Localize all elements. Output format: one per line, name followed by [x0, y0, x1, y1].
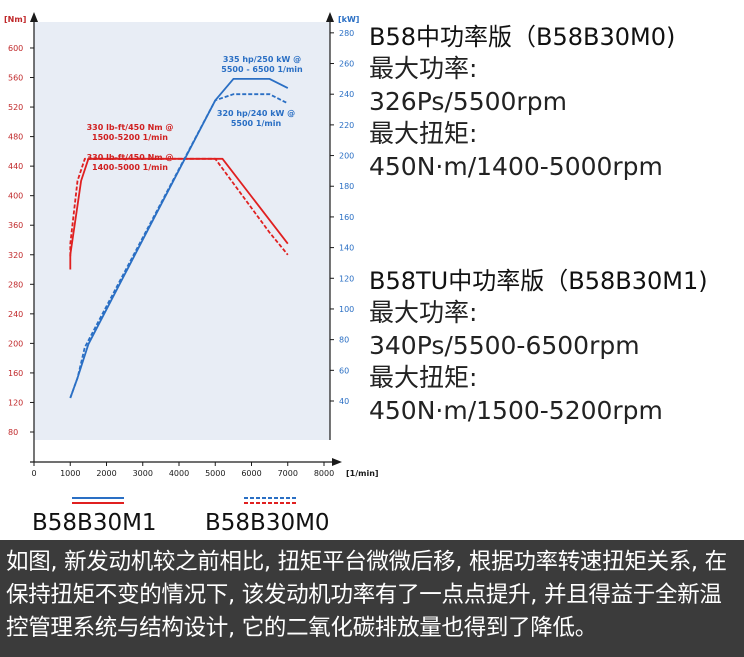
spec-power-label-m1: 最大功率: [369, 298, 478, 328]
spec-power-label-m0: 最大功率: [369, 54, 478, 84]
legend-label-m0: B58B30M0 [205, 510, 330, 536]
legend-label-m1: B58B30M1 [32, 510, 157, 536]
power-tick-label: 180 [339, 182, 354, 191]
torque-tick-label: 280 [8, 280, 23, 289]
torque-tick-label: 520 [8, 103, 23, 112]
annotation-text: 330 lb-ft/450 Nm @ [87, 153, 174, 162]
rpm-tick-label: 1000 [60, 469, 80, 478]
engine-curve-chart: [Nm]801201602002402803203604004404805205… [4, 12, 379, 478]
series-line-torque-b58b30m0 [69, 157, 289, 257]
rpm-tick-label: 2000 [96, 469, 116, 478]
annotation-text: 330 lb-ft/450 Nm @ [87, 123, 174, 132]
annotation-text: 5500 1/min [231, 119, 282, 128]
rpm-tick-label: 8000 [314, 469, 334, 478]
power-tick-label: 140 [339, 244, 354, 253]
series-line-torque-b58b30m1 [69, 157, 289, 270]
annotation-text: 1400-5000 1/min [92, 163, 168, 172]
power-tick-label: 200 [339, 152, 354, 161]
power-tick-label: 240 [339, 90, 354, 99]
rpm-tick-label: 7000 [278, 469, 298, 478]
power-tick-label: 280 [339, 29, 354, 38]
caption-text: 如图, 新发动机较之前相比, 扭矩平台微微后移, 根据功率转速扭矩关系, 在保持… [0, 540, 744, 657]
series-line-power-b58b30m0 [69, 93, 289, 399]
annotation-text: 320 hp/240 kW @ [217, 109, 295, 118]
power-unit-label: [kW] [338, 15, 359, 24]
annotation-text: 5500 - 6500 1/min [221, 65, 303, 74]
rpm-tick-label: 3000 [133, 469, 153, 478]
torque-tick-label: 600 [8, 44, 23, 53]
torque-tick-label: 200 [8, 339, 23, 348]
torque-tick-label: 560 [8, 74, 23, 83]
spec-torque-label-m0: 最大扭矩: [369, 119, 478, 149]
torque-tick-label: 360 [8, 221, 23, 230]
spec-torque-label-m1: 最大扭矩: [369, 363, 478, 393]
power-axis-arrow [326, 12, 334, 22]
torque-tick-label: 320 [8, 251, 23, 260]
power-tick-label: 100 [339, 305, 354, 314]
legend-swatch-m1 [72, 497, 124, 504]
spec-title-m1: B58TU中功率版（B58B30M1) [369, 267, 708, 295]
spec-power-value-m1: 340Ps/5500-6500rpm [369, 330, 640, 360]
spec-block-m0: B58中功率版（B58B30M0) 最大功率: 326Ps/5500rpm 最大… [369, 22, 741, 183]
power-tick-label: 120 [339, 274, 354, 283]
legend-swatch-m0 [244, 497, 296, 504]
plot-background [34, 22, 330, 440]
rpm-tick-label: 4000 [169, 469, 189, 478]
power-tick-label: 160 [339, 213, 354, 222]
spec-block-m1: B58TU中功率版（B58B30M1) 最大功率: 340Ps/5500-650… [369, 266, 741, 427]
spec-title-m0: B58中功率版（B58B30M0) [369, 23, 676, 51]
rpm-axis: 0 1000 2000 3000 4000 5000 6000 7000 8000 [1/min] [30, 458, 379, 478]
torque-tick-label: 440 [8, 162, 23, 171]
rpm-tick-label: 5000 [205, 469, 225, 478]
series-layer [69, 78, 289, 399]
torque-tick-label: 120 [8, 398, 23, 407]
power-tick-label: 40 [339, 397, 349, 406]
rpm-unit-label: [1/min] [346, 469, 379, 478]
spec-torque-value-m0: 450N·m/1400-5000rpm [369, 151, 663, 181]
spec-torque-value-m1: 450N·m/1500-5200rpm [369, 395, 663, 425]
rpm-axis-arrow [332, 458, 342, 466]
torque-unit-label: [Nm] [4, 15, 26, 24]
rpm-tick-label: 6000 [241, 469, 261, 478]
torque-tick-label: 80 [8, 428, 18, 437]
annotation-text: 1500-5200 1/min [92, 133, 168, 142]
power-tick-label: 260 [339, 60, 354, 69]
power-axis: [kW] 40 60 80 100 120 140 160 180 200 220 240 260 280 [326, 12, 359, 440]
rpm-tick-label: 0 [31, 469, 36, 478]
power-tick-label: 80 [339, 336, 349, 345]
annotation-text: 335 hp/250 kW @ [223, 55, 301, 64]
spec-power-value-m0: 326Ps/5500rpm [369, 86, 567, 116]
power-tick-label: 60 [339, 366, 349, 375]
power-tick-label: 220 [339, 121, 354, 130]
torque-tick-label: 240 [8, 310, 23, 319]
annotation-layer: 335 hp/250 kW @5500 - 6500 1/min 320 hp/2… [87, 55, 303, 172]
torque-axis-arrow [30, 12, 38, 22]
torque-tick-label: 480 [8, 133, 23, 142]
torque-tick-label: 400 [8, 192, 23, 201]
torque-tick-label: 160 [8, 369, 23, 378]
torque-axis: [Nm] 80 120 160 200 240 280 320 360 400 440 480 520 5… [4, 12, 38, 462]
